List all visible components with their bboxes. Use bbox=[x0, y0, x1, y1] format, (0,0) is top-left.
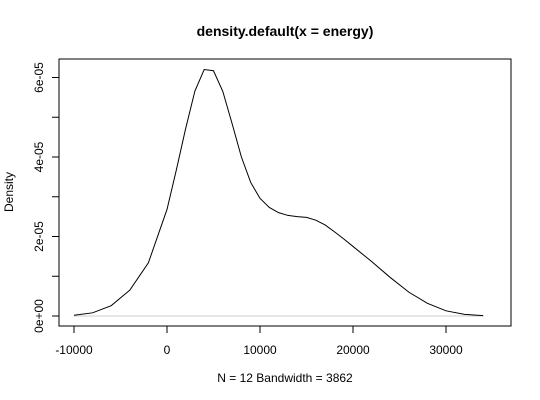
x-axis: -10000 0 10000 20000 30000 bbox=[55, 325, 463, 357]
x-tick-label: 30000 bbox=[429, 343, 463, 357]
plot-frame bbox=[58, 58, 512, 327]
x-tick-label: 10000 bbox=[243, 343, 277, 357]
y-tick-label: 0e+00 bbox=[32, 299, 46, 333]
x-tick-label: 20000 bbox=[336, 343, 370, 357]
plot-area bbox=[73, 69, 484, 317]
y-tick-label: 2e-05 bbox=[32, 221, 46, 252]
x-axis-label: N = 12 Bandwidth = 3862 bbox=[217, 371, 353, 385]
y-axis-label: Density bbox=[2, 172, 16, 212]
y-axis: 0e+00 2e-05 4e-05 6e-05 bbox=[32, 62, 60, 333]
chart-title: density.default(x = energy) bbox=[197, 23, 374, 39]
x-tick-label: 0 bbox=[164, 343, 171, 357]
density-curve bbox=[73, 69, 484, 317]
x-tick-label: -10000 bbox=[55, 343, 93, 357]
y-tick-label: 6e-05 bbox=[32, 62, 46, 93]
y-tick-label: 4e-05 bbox=[32, 141, 46, 172]
